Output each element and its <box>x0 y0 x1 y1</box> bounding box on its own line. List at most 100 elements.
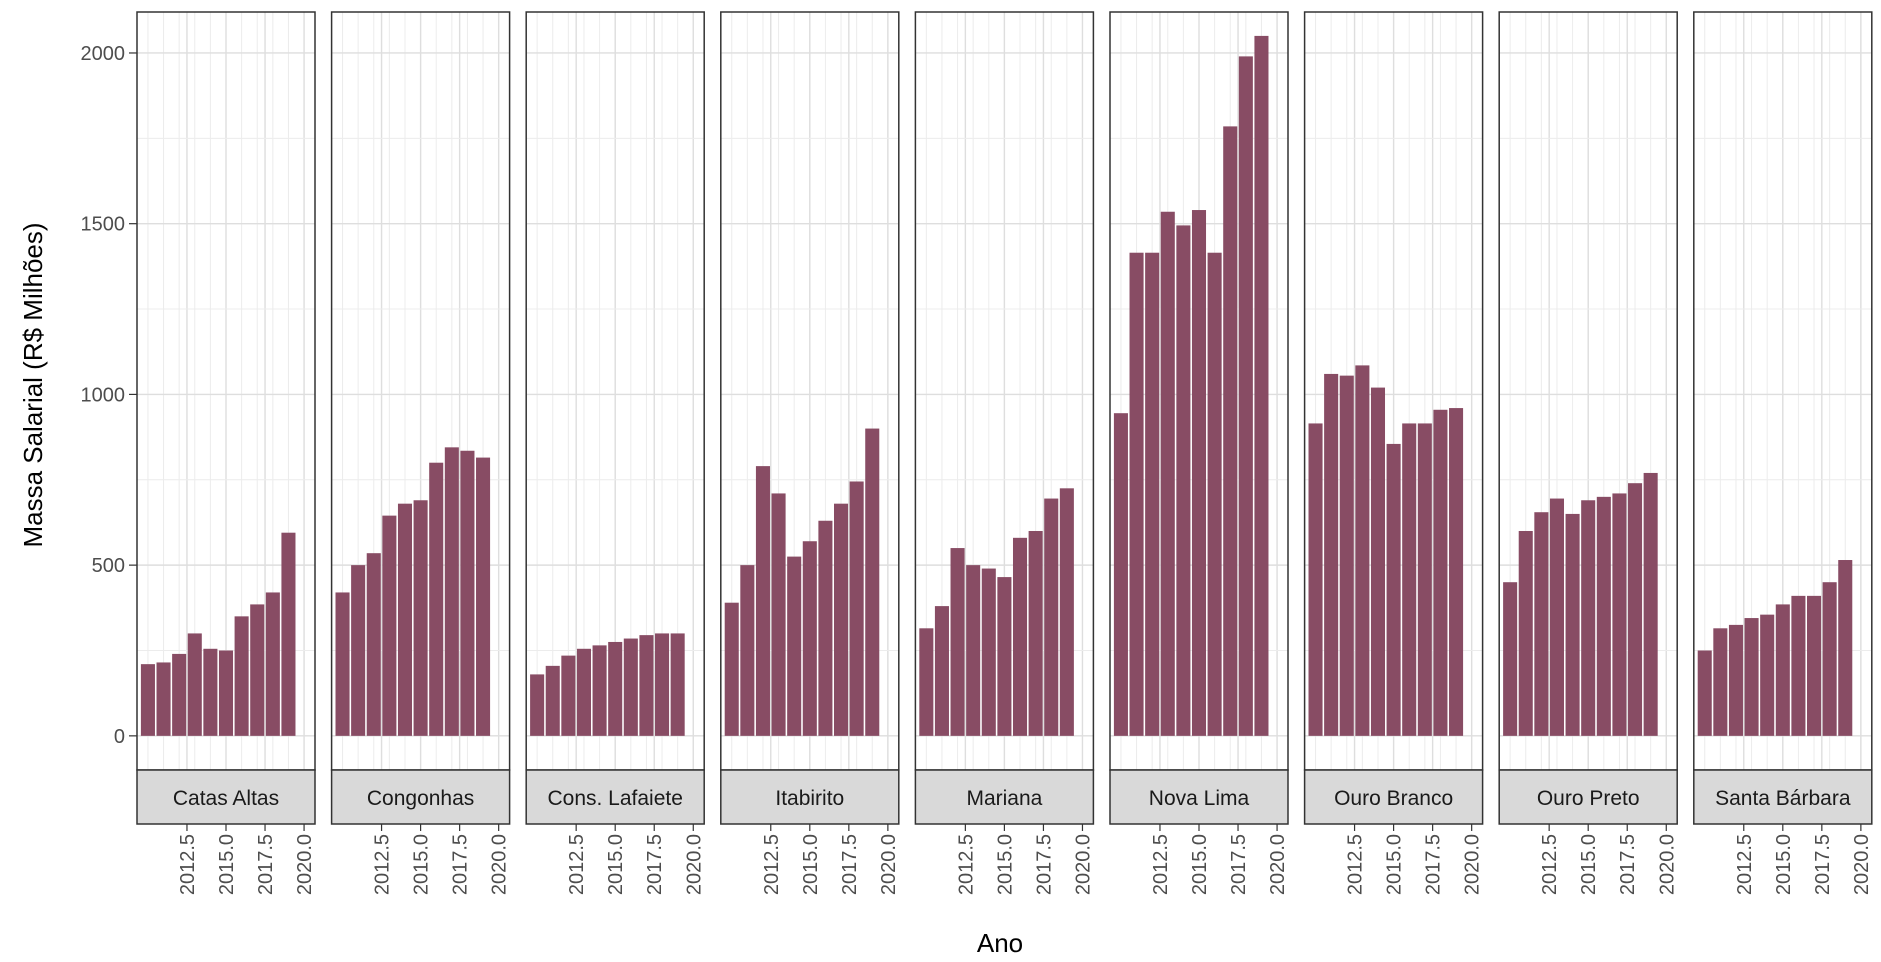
facet-strip-label: Ouro Branco <box>1334 787 1453 810</box>
bar <box>755 466 770 736</box>
y-tick-label: 0 <box>114 726 125 748</box>
bar <box>1417 423 1432 736</box>
bar <box>1191 210 1207 736</box>
facet-strip-label: Mariana <box>966 787 1042 810</box>
bar <box>382 515 397 736</box>
bar <box>187 633 202 736</box>
bar <box>413 500 428 736</box>
bar <box>1518 530 1533 736</box>
bar <box>1581 500 1596 736</box>
bar <box>1728 624 1743 736</box>
y-tick-label: 2000 <box>81 43 126 65</box>
bar <box>1324 373 1339 736</box>
bar <box>1697 650 1712 736</box>
bar <box>444 447 459 736</box>
facet-panel: Ouro Preto 2012.5 2015.0 2017.5 2020.0 <box>1498 11 1678 895</box>
x-tick-label: 2017.5 <box>1033 834 1055 895</box>
bar <box>1838 560 1853 736</box>
bar <box>335 592 350 736</box>
bar <box>156 662 171 736</box>
bar <box>1791 595 1806 736</box>
bar <box>592 645 607 736</box>
bar <box>1433 409 1448 736</box>
bar <box>740 565 755 736</box>
facet-strip <box>136 769 316 825</box>
x-tick-label: 2017.5 <box>1812 834 1834 895</box>
bar <box>1775 604 1790 736</box>
bar <box>771 493 786 736</box>
bar <box>1176 225 1191 736</box>
x-tick-label: 2015.0 <box>605 834 627 895</box>
bar <box>1822 582 1837 736</box>
facet-strip <box>330 769 511 825</box>
bar <box>1370 387 1386 736</box>
x-tick-label: 2020.0 <box>1072 834 1094 895</box>
bar <box>218 650 234 736</box>
x-axis-title: Ano <box>977 928 1023 958</box>
bar <box>1549 498 1564 736</box>
x-tick-label: 2015.0 <box>1384 834 1406 895</box>
bar <box>608 641 623 736</box>
bar <box>172 653 187 736</box>
bar <box>1386 443 1401 736</box>
facet-panel: Congonhas 2012.5 2015.0 2017.5 2020.0 <box>330 11 511 895</box>
facet-strip <box>1498 769 1678 825</box>
x-tick-label: 2012.5 <box>1150 834 1172 895</box>
x-tick-label: 2017.5 <box>1423 834 1445 895</box>
bar <box>865 428 880 736</box>
bar <box>1207 252 1222 736</box>
bar <box>576 648 591 736</box>
bar <box>1238 56 1253 736</box>
facet-strip-label: Santa Bárbara <box>1715 787 1851 810</box>
bar <box>981 568 996 736</box>
bar <box>1012 537 1028 736</box>
x-tick-label: 2017.5 <box>644 834 666 895</box>
facet-strip-label: Itabirito <box>775 787 844 810</box>
bar <box>561 655 576 736</box>
bar <box>1503 582 1518 736</box>
x-tick-label: 2012.5 <box>566 834 588 895</box>
bar <box>1160 211 1175 736</box>
y-tick-label: 1000 <box>81 384 126 406</box>
bar <box>1596 496 1611 736</box>
bar <box>1534 512 1549 736</box>
x-tick-label: 2017.5 <box>1617 834 1639 895</box>
x-tick-label: 2017.5 <box>255 834 277 895</box>
x-tick-label: 2017.5 <box>450 834 472 895</box>
bar <box>530 674 545 736</box>
bar <box>1612 493 1627 736</box>
bar <box>281 532 296 736</box>
x-tick-label: 2015.0 <box>1189 834 1211 895</box>
x-tick-label: 2012.5 <box>955 834 977 895</box>
x-tick-label: 2015.0 <box>800 834 822 895</box>
x-tick-label: 2015.0 <box>411 834 433 895</box>
y-tick-label: 500 <box>92 555 125 577</box>
bar <box>203 648 218 736</box>
bar <box>834 503 849 736</box>
facet-panel: Ouro Branco 2012.5 2015.0 2017.5 2020.0 <box>1303 11 1484 895</box>
bar <box>1129 252 1144 736</box>
x-tick-label: 2020.0 <box>294 834 316 895</box>
facet-strip-label: Cons. Lafaiete <box>547 787 682 810</box>
x-tick-label: 2020.0 <box>878 834 900 895</box>
bar <box>1059 488 1074 736</box>
bar <box>265 592 280 736</box>
bar <box>397 503 413 736</box>
x-tick-label: 2015.0 <box>994 834 1016 895</box>
bar <box>1113 413 1128 736</box>
bar <box>724 602 739 736</box>
facet-panel: Nova Lima 2012.5 2015.0 2017.5 2020.0 <box>1109 11 1289 895</box>
bar <box>997 577 1012 736</box>
x-tick-label: 2012.5 <box>1345 834 1367 895</box>
facet-strip <box>1303 769 1484 825</box>
x-tick-label: 2020.0 <box>1656 834 1678 895</box>
facet-strip-label: Nova Lima <box>1149 787 1250 810</box>
bar <box>849 481 864 736</box>
bar <box>639 635 654 736</box>
bar <box>1308 423 1323 736</box>
bar <box>1628 483 1643 736</box>
bar <box>623 638 638 736</box>
bar <box>655 633 670 736</box>
